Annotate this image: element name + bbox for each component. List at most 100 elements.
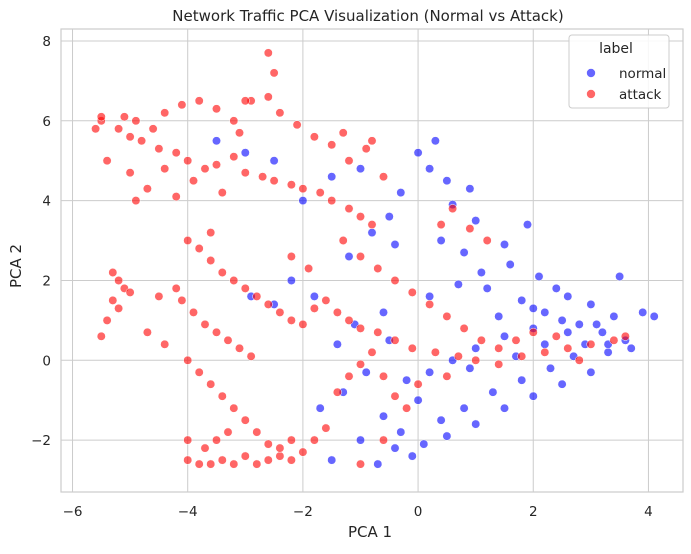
data-point-normal xyxy=(436,415,446,425)
data-point-attack xyxy=(298,184,308,194)
data-point-normal xyxy=(546,363,555,373)
data-point-attack xyxy=(511,335,521,345)
data-point-attack xyxy=(114,276,124,285)
data-point-normal xyxy=(494,311,504,321)
data-point-attack xyxy=(620,331,630,341)
data-point-attack xyxy=(240,415,250,425)
data-point-attack xyxy=(263,455,273,465)
data-point-attack xyxy=(379,172,388,182)
data-point-attack xyxy=(206,228,216,238)
data-point-normal xyxy=(500,240,509,249)
data-point-attack xyxy=(315,188,325,198)
data-point-attack xyxy=(286,455,296,465)
data-point-attack xyxy=(217,188,227,198)
data-point-normal xyxy=(523,220,532,230)
data-point-normal xyxy=(557,315,567,325)
data-point-normal xyxy=(361,367,371,377)
data-point-attack xyxy=(367,136,377,146)
data-point-attack xyxy=(142,327,152,337)
data-point-attack xyxy=(356,459,365,469)
data-point-normal xyxy=(407,451,417,461)
data-point-attack xyxy=(96,112,106,122)
legend-label-attack: attack xyxy=(619,87,662,103)
data-point-normal xyxy=(471,216,481,226)
data-point-normal xyxy=(505,260,515,269)
x-tick-label: 2 xyxy=(529,504,538,520)
data-point-attack xyxy=(390,391,400,401)
data-point-normal xyxy=(286,276,296,285)
data-point-attack xyxy=(407,343,417,353)
data-point-normal xyxy=(332,339,342,349)
data-point-attack xyxy=(356,252,365,261)
x-tick-label: −2 xyxy=(293,504,313,520)
data-point-normal xyxy=(315,403,325,413)
data-point-attack xyxy=(235,343,244,353)
data-point-attack xyxy=(200,164,210,174)
data-point-normal xyxy=(373,459,383,469)
data-point-attack xyxy=(344,315,354,325)
data-point-attack xyxy=(430,347,440,357)
data-point-attack xyxy=(286,180,296,190)
data-point-normal xyxy=(379,411,388,421)
data-point-attack xyxy=(125,168,135,178)
data-point-attack xyxy=(482,236,492,245)
data-point-attack xyxy=(252,427,262,437)
data-point-attack xyxy=(229,276,239,285)
data-point-attack xyxy=(476,335,486,345)
data-point-attack xyxy=(229,403,239,413)
data-point-attack xyxy=(137,136,147,146)
data-point-attack xyxy=(183,236,193,245)
data-point-attack xyxy=(367,220,377,230)
data-point-attack xyxy=(194,244,204,253)
tick-labels: −6 −4 −2 0 2 4 −2 0 2 4 6 8 xyxy=(31,34,653,520)
data-point-attack xyxy=(206,459,216,469)
data-point-normal xyxy=(413,148,423,158)
data-point-attack xyxy=(402,403,412,413)
data-point-normal xyxy=(534,272,544,281)
data-point-attack xyxy=(465,224,475,234)
data-point-attack xyxy=(269,176,279,186)
data-point-attack xyxy=(108,268,118,277)
data-point-normal xyxy=(390,443,400,453)
data-point-attack xyxy=(263,92,273,102)
data-point-attack xyxy=(148,124,158,134)
data-point-normal xyxy=(592,319,602,329)
data-point-attack xyxy=(131,196,141,206)
data-point-attack xyxy=(246,351,256,361)
data-point-attack xyxy=(286,315,296,325)
data-point-attack xyxy=(574,355,584,365)
data-point-attack xyxy=(286,252,296,261)
data-point-normal xyxy=(528,391,538,401)
y-tick-label: 0 xyxy=(42,353,51,369)
data-point-normal xyxy=(574,319,584,329)
data-point-normal xyxy=(500,403,509,413)
data-point-normal xyxy=(430,136,440,146)
data-point-attack xyxy=(229,152,239,162)
data-point-normal xyxy=(356,164,365,174)
data-point-normal xyxy=(626,343,636,353)
data-point-normal xyxy=(436,236,446,245)
data-point-attack xyxy=(309,435,319,445)
data-point-normal xyxy=(471,419,481,429)
data-point-attack xyxy=(108,295,118,305)
data-point-normal xyxy=(586,367,596,377)
data-point-attack xyxy=(223,427,233,437)
data-point-normal xyxy=(551,283,561,293)
data-point-attack xyxy=(321,423,331,433)
data-point-attack xyxy=(125,287,135,297)
data-point-attack xyxy=(212,104,221,114)
data-point-attack xyxy=(200,443,210,453)
data-point-attack xyxy=(212,435,221,445)
data-point-attack xyxy=(275,108,285,118)
data-point-attack xyxy=(217,268,227,277)
data-point-attack xyxy=(292,120,302,130)
data-point-attack xyxy=(275,443,285,453)
data-point-normal xyxy=(419,439,429,449)
data-point-attack xyxy=(407,287,417,297)
data-point-attack xyxy=(344,156,354,166)
data-point-normal xyxy=(396,427,406,437)
data-point-normal xyxy=(269,156,279,166)
x-axis-label: PCA 1 xyxy=(348,523,392,541)
data-point-attack xyxy=(269,68,279,78)
